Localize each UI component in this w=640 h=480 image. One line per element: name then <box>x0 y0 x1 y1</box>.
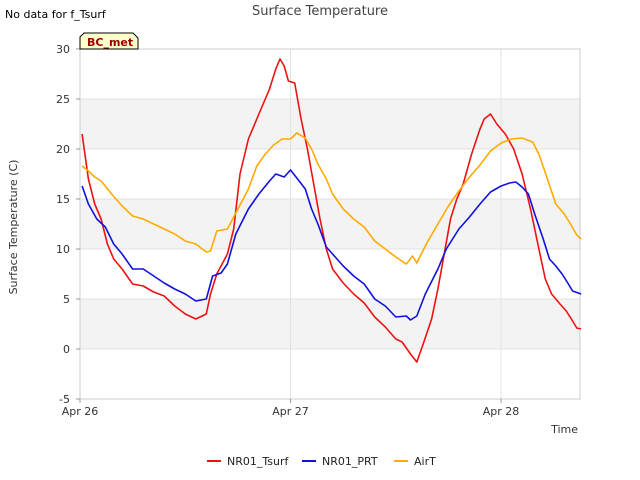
x-tick-label: Apr 26 <box>62 405 99 418</box>
y-tick-label: 30 <box>56 43 70 56</box>
y-tick-label: 10 <box>56 243 70 256</box>
y-tick-label: 25 <box>56 93 70 106</box>
series-line-nr01-tsurf <box>81 58 582 363</box>
series-line-airt <box>81 132 582 265</box>
x-axis-title: Time <box>550 423 578 436</box>
x-tick-label: Apr 28 <box>483 405 520 418</box>
badge-label: BC_met <box>87 36 133 49</box>
legend-label: NR01_Tsurf <box>227 455 289 468</box>
legend-label: NR01_PRT <box>322 455 378 468</box>
badge: BC_met <box>79 32 139 50</box>
y-tick-label: 15 <box>56 193 70 206</box>
y-tick-label: 20 <box>56 143 70 156</box>
y-axis: -5 0 5 10 15 20 25 30 <box>56 43 80 406</box>
series-line-nr01-prt <box>81 169 582 321</box>
chart-title: Surface Temperature <box>252 4 388 19</box>
y-tick-label: -5 <box>59 393 70 406</box>
y-axis-title: Surface Temperature (C) <box>7 160 20 295</box>
y-tick-label: 5 <box>63 293 70 306</box>
legend-label: AirT <box>414 455 436 468</box>
no-data-note: No data for f_Tsurf <box>5 8 107 21</box>
y-tick-label: 0 <box>63 343 70 356</box>
x-tick-label: Apr 27 <box>272 405 309 418</box>
badge-box <box>79 32 139 50</box>
band <box>80 299 580 349</box>
plot-area <box>79 48 581 400</box>
band <box>80 199 580 249</box>
series-lines <box>81 58 582 363</box>
x-axis: Apr 26 Apr 27 Apr 28 <box>62 399 520 418</box>
legend: NR01_Tsurf NR01_PRT AirT <box>207 455 436 468</box>
